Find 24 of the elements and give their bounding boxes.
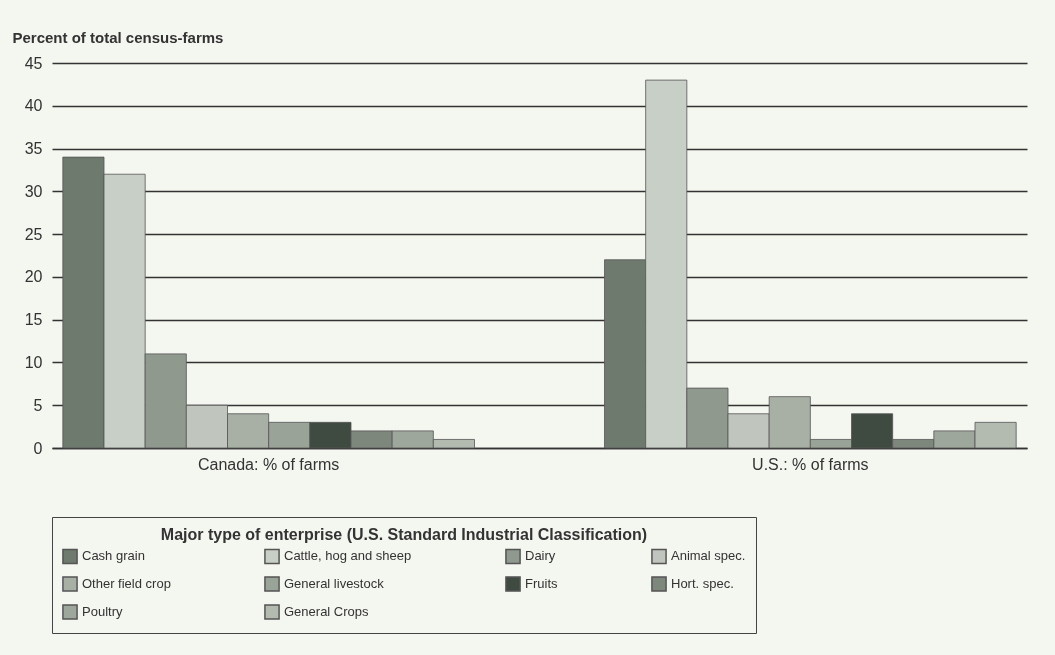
legend-label: Hort. spec.: [671, 576, 734, 591]
y-tick-label: 40: [24, 97, 43, 115]
y-tick-label: 30: [24, 182, 43, 200]
x-tick-label: Canada: % of farms: [197, 455, 340, 473]
y-tick-label: 5: [33, 396, 43, 414]
legend-label: Cattle, hog and sheep: [284, 548, 412, 564]
legend-label: Cash grain: [82, 548, 145, 564]
y-tick-label: 15: [24, 311, 43, 329]
y-axis-title: Percent of total census-farms: [12, 28, 224, 46]
x-tick-label: U.S.: % of farms: [752, 455, 869, 473]
legend-label: Fruits: [525, 576, 558, 591]
legend-label: Poultry: [82, 604, 123, 619]
y-tick-label: 35: [24, 140, 43, 158]
y-tick-label: 10: [24, 353, 43, 371]
legend-label: General Crops: [284, 604, 370, 619]
legend-label: General livestock: [284, 576, 385, 591]
legend-title: Major type of enterprise (U.S. Standard Industrial Classification): [160, 526, 648, 543]
y-tick-label: 25: [24, 225, 43, 243]
legend-label: Other field crop: [82, 576, 171, 591]
y-tick-label: 20: [24, 268, 43, 286]
legend-label: Animal spec.: [671, 548, 746, 564]
legend-label: Dairy: [525, 548, 556, 564]
y-tick-label: 45: [24, 54, 43, 72]
y-tick-label: 0: [33, 439, 43, 457]
